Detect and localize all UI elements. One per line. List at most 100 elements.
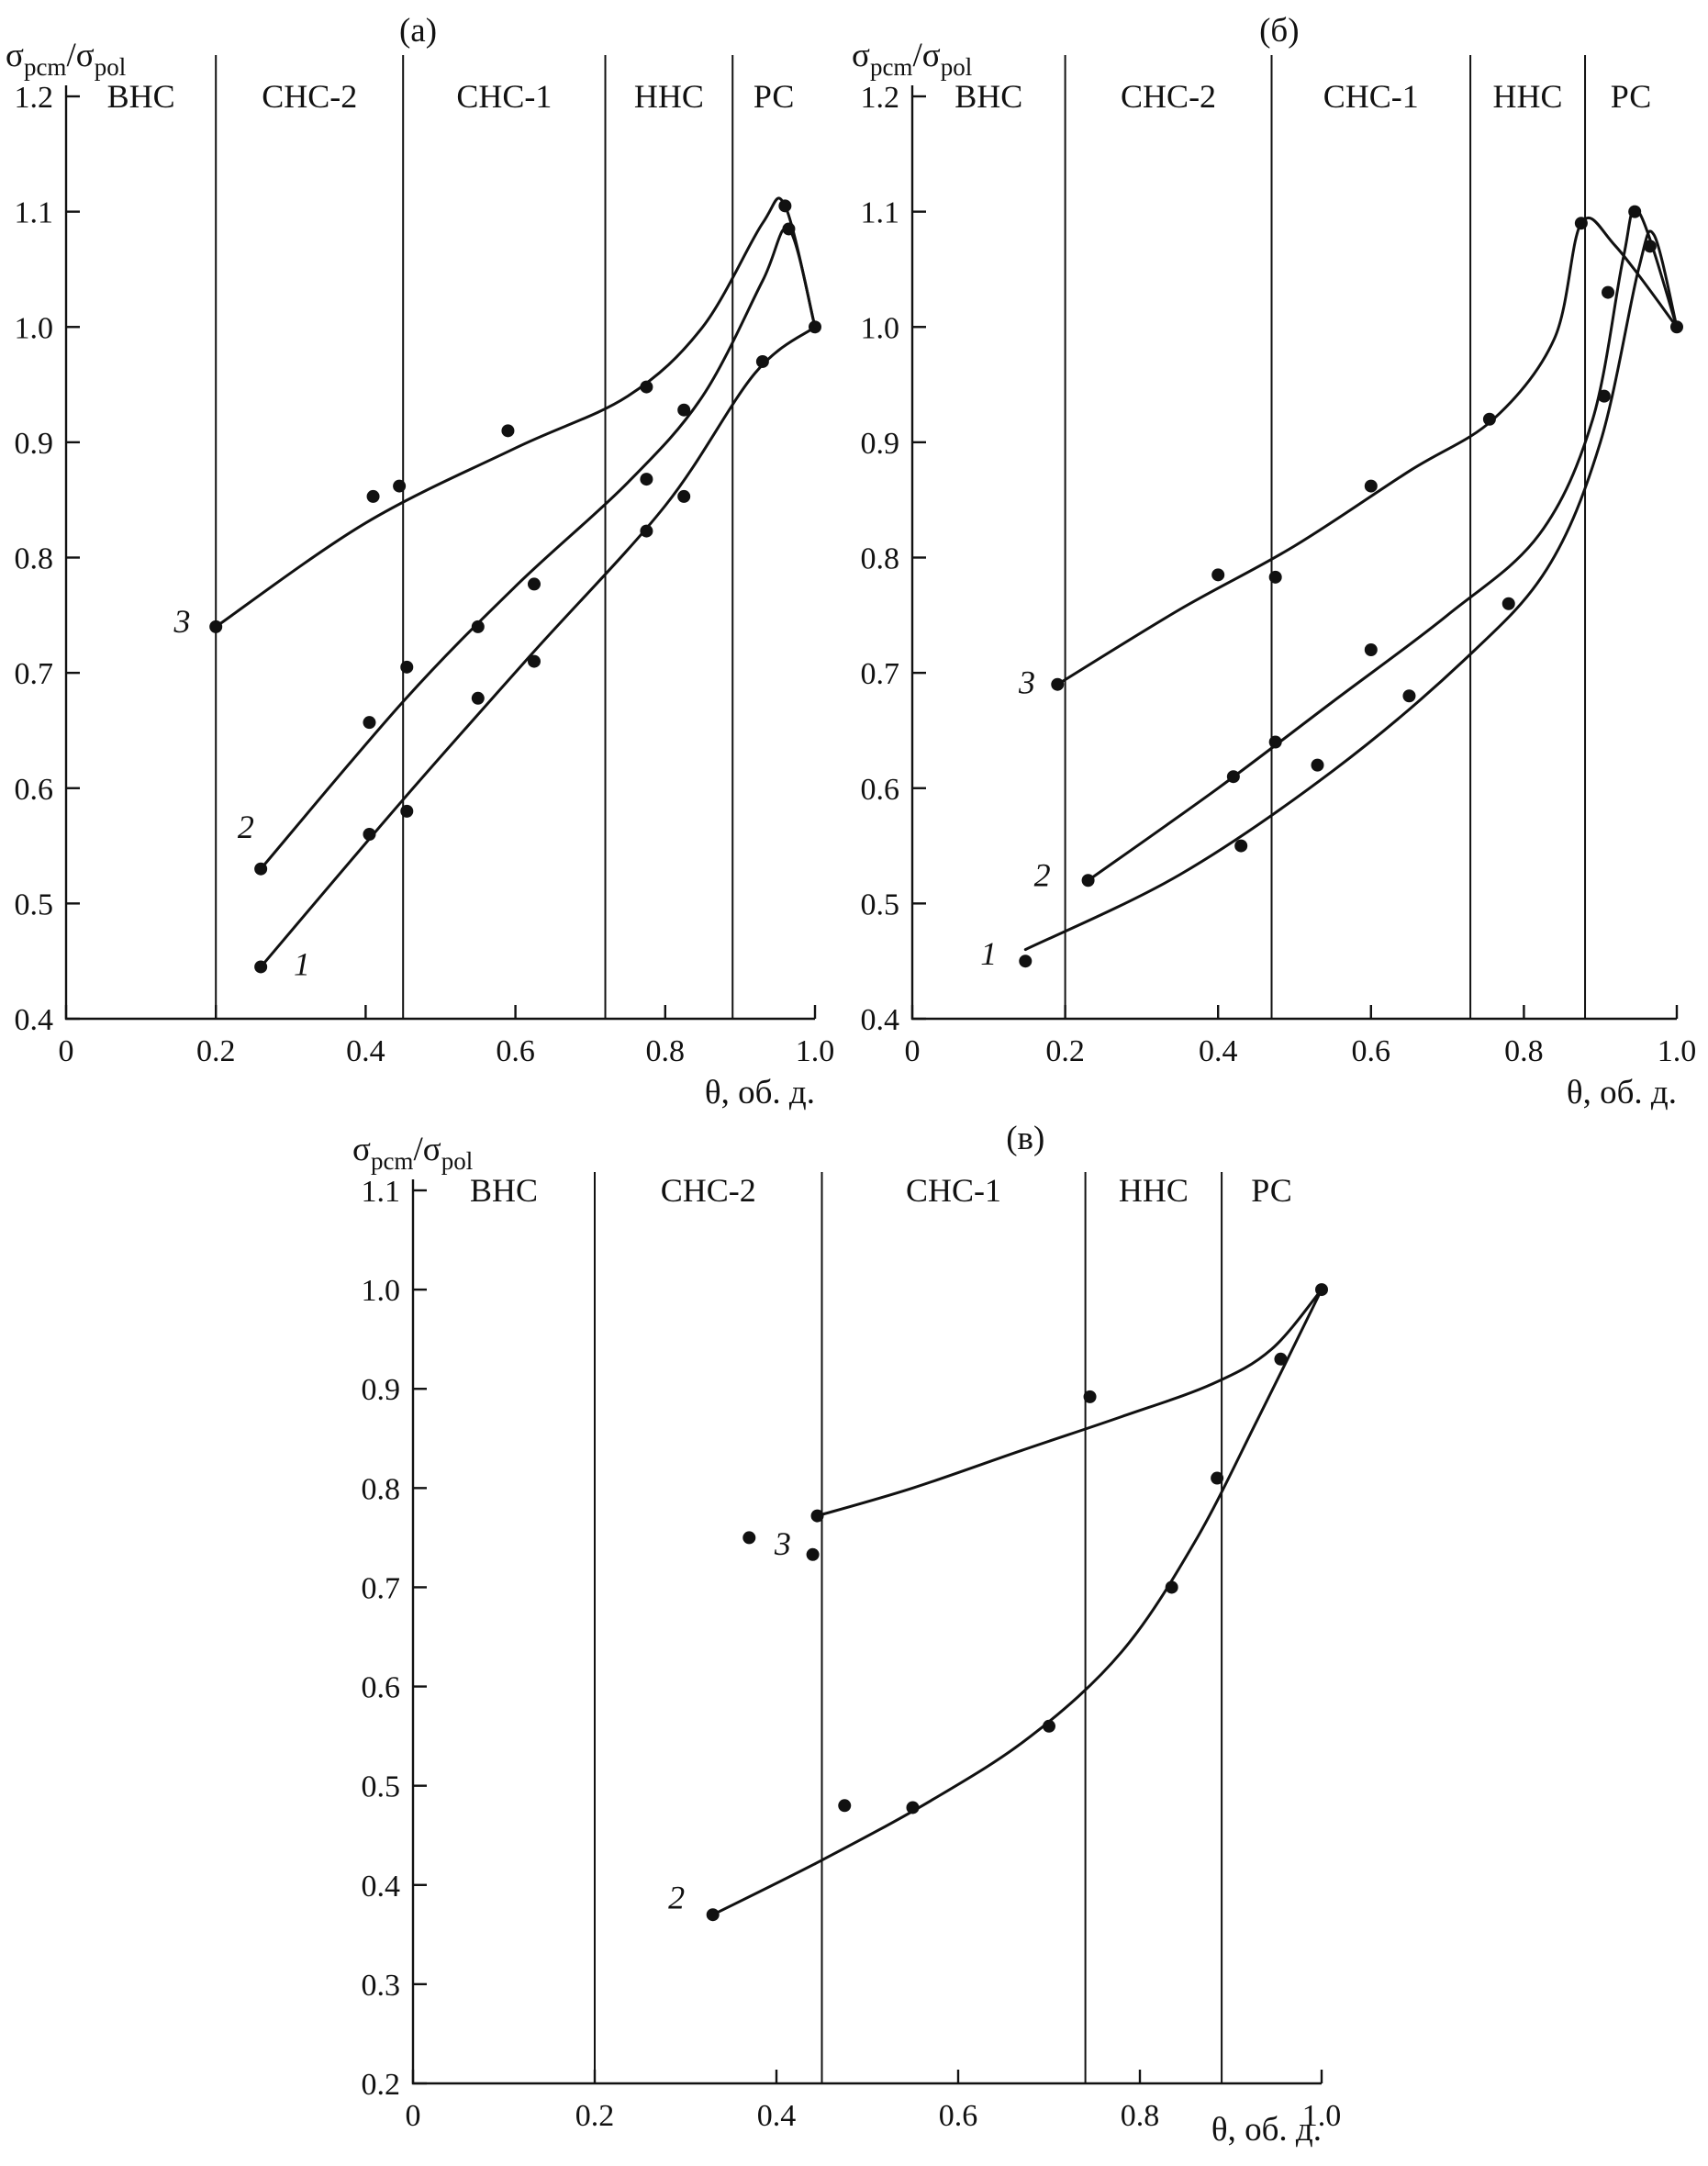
series-1-label: 1 — [980, 935, 997, 972]
x-axis-label: θ, об. д. — [705, 1074, 815, 1111]
axes — [411, 1179, 1322, 2085]
series-3-data-point — [1574, 217, 1588, 230]
series-3-curve — [1055, 216, 1679, 687]
series-2-data-point — [1211, 1471, 1224, 1485]
y-tick-label: 0.7 — [15, 657, 54, 691]
x-tick-label: 0 — [59, 1034, 74, 1068]
region-label: ННС — [634, 78, 704, 115]
series-3-data-point — [778, 199, 792, 213]
y-tick-label: 0.5 — [861, 888, 900, 921]
series-3-data-point — [810, 1509, 824, 1523]
series-3-data-point — [1051, 677, 1065, 691]
series-1-data-point — [254, 960, 268, 974]
series-3-data-point — [501, 424, 515, 438]
x-axis-label: θ, об. д. — [1567, 1074, 1677, 1111]
series-3-data-point — [1211, 568, 1225, 582]
series-2-curve — [259, 226, 817, 871]
y-tick-label: 0.6 — [15, 773, 54, 807]
x-tick-label: 0.2 — [196, 1034, 236, 1068]
series-3-data-point — [1274, 1352, 1288, 1366]
series-3-data-point — [1268, 570, 1282, 584]
series-3-data-point — [806, 1547, 820, 1561]
y-tick-label: 0.7 — [861, 657, 900, 691]
panel-title: (в) — [1006, 1120, 1044, 1157]
x-tick-label: 0.4 — [757, 2099, 797, 2133]
y-tick-label: 0.6 — [362, 1671, 401, 1705]
series-3-data-point — [1364, 479, 1378, 493]
series-3-curve — [214, 196, 817, 629]
y-tick-label: 0.5 — [362, 1770, 401, 1804]
region-label: СНС-2 — [262, 78, 357, 115]
x-tick-label: 0.2 — [575, 2099, 615, 2133]
series-2-data-point — [838, 1799, 852, 1813]
series-2-curve — [711, 1288, 1323, 1916]
panel-title: (б) — [1259, 12, 1299, 50]
y-tick-label: 0.9 — [861, 427, 900, 461]
series-2-data-point — [1226, 770, 1240, 784]
x-tick-label: 0 — [406, 2099, 421, 2133]
series-1-data-point — [363, 828, 376, 841]
series-2-data-point — [1364, 643, 1378, 656]
x-tick-label: 0.6 — [1352, 1034, 1391, 1068]
x-tick-label: 0.6 — [939, 2099, 978, 2133]
region-label: СНС-1 — [906, 1172, 1001, 1209]
series-1-data-point — [1402, 689, 1416, 703]
y-tick-label: 0.6 — [861, 773, 900, 807]
x-tick-label: 0.8 — [646, 1034, 686, 1068]
y-tick-label: 0.8 — [15, 542, 54, 576]
x-tick-label: 1.0 — [1302, 2099, 1342, 2133]
series-3-data-point — [366, 489, 380, 503]
series-3-data-point — [1670, 320, 1683, 334]
series-1-data-point — [1501, 597, 1515, 610]
region-label: СНС-1 — [456, 78, 552, 115]
series-1-data-point — [400, 804, 414, 818]
y-tick-label: 0.2 — [362, 2068, 401, 2102]
series-1-data-point — [755, 354, 769, 368]
x-tick-label: 0.8 — [1121, 2099, 1160, 2133]
series-3-curve — [816, 1288, 1323, 1518]
x-tick-label: 1.0 — [796, 1034, 835, 1068]
region-label: ВНС — [107, 78, 175, 115]
series-3-data-point — [1315, 1283, 1328, 1297]
series-3-data-point — [209, 620, 223, 633]
series-3-data-point — [640, 380, 653, 394]
series-1-data-point — [1597, 389, 1611, 403]
x-tick-label: 1.0 — [1658, 1034, 1697, 1068]
x-axis-label: θ, об. д. — [1211, 2111, 1322, 2149]
y-tick-label: 0.8 — [362, 1472, 401, 1506]
series-1-curve — [1023, 229, 1679, 952]
series-3-data-point — [393, 479, 407, 493]
axes — [910, 85, 1677, 1021]
x-tick-label: 0.4 — [346, 1034, 385, 1068]
series-2-data-point — [400, 660, 414, 674]
series-3-data-point — [742, 1531, 756, 1545]
y-tick-label: 0.4 — [861, 1003, 900, 1037]
chart-a: ВНС СНС-2 СНС-1 ННС РС 0.4 0.5 0.6 0.7 0.8 0.9 1.0 1… — [6, 12, 834, 1111]
series-1-data-point — [677, 489, 691, 503]
series-2-data-point — [640, 473, 653, 486]
series-2-data-point — [254, 862, 268, 876]
series-2-data-point — [906, 1801, 920, 1814]
series-1-data-point — [1234, 839, 1248, 853]
y-tick-label: 0.8 — [861, 542, 900, 576]
y-tick-label: 1.1 — [362, 1175, 401, 1209]
series-2-data-point — [528, 577, 541, 591]
series-1-data-point — [1311, 758, 1324, 772]
series-2-label: 2 — [238, 809, 254, 845]
y-axis-label: σpcm/σpol — [852, 37, 972, 81]
y-tick-label: 1.1 — [15, 196, 54, 230]
series-2-data-point — [1602, 285, 1615, 299]
series-2-label: 2 — [1034, 857, 1051, 894]
region-label: РС — [754, 78, 794, 115]
series-2-curve — [1087, 207, 1679, 882]
y-tick-label: 0.5 — [15, 888, 54, 921]
series-2-data-point — [471, 620, 485, 633]
region-label: СНС-2 — [1121, 78, 1216, 115]
y-tick-label: 1.2 — [15, 81, 54, 115]
series-2-data-point — [706, 1908, 720, 1922]
series-2-data-point — [677, 403, 691, 417]
y-tick-label: 1.2 — [861, 81, 900, 115]
series-2-data-point — [1628, 205, 1642, 218]
